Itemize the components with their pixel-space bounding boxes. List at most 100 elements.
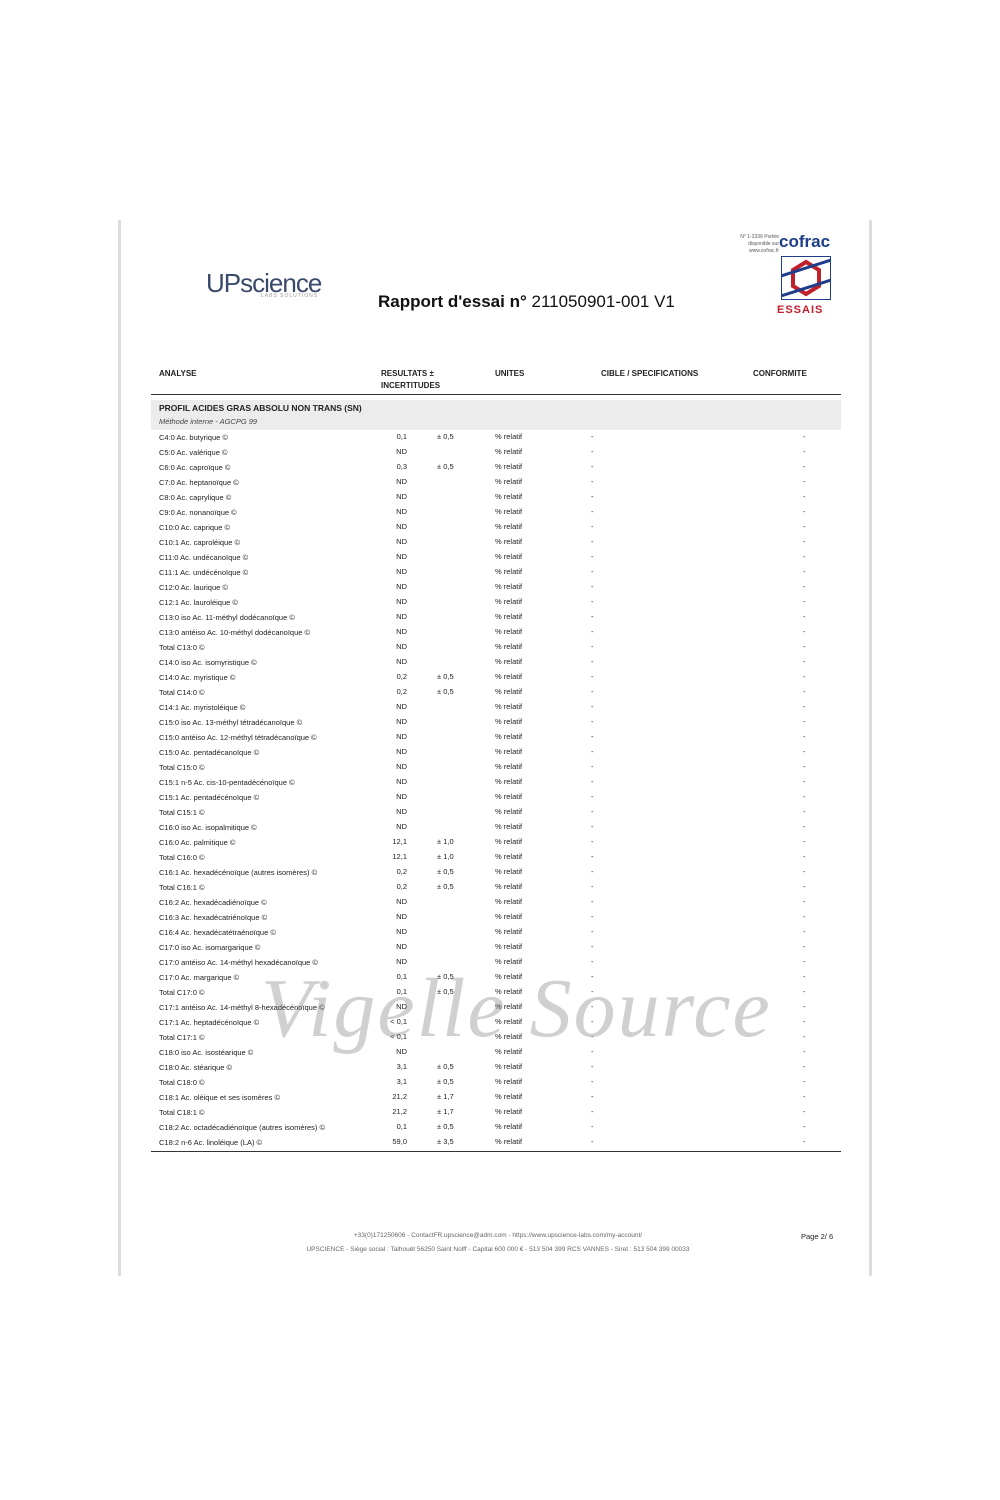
table-row: C5:0 Ac. valérique © ND % relatif - - xyxy=(151,446,841,461)
result: ND xyxy=(396,762,407,771)
result: ND xyxy=(396,912,407,921)
target: - xyxy=(591,447,594,456)
target: - xyxy=(591,552,594,561)
target: - xyxy=(591,1002,594,1011)
target: - xyxy=(591,1137,594,1146)
column-header: CONFORMITE xyxy=(753,369,807,378)
unit: % relatif xyxy=(495,792,523,801)
unit: % relatif xyxy=(495,507,523,516)
result: ND xyxy=(396,942,407,951)
uncertainty: ± 0,5 xyxy=(437,432,454,441)
analysis-name: C15:0 Ac. pentadécanoïque © xyxy=(159,748,260,757)
unit: % relatif xyxy=(495,537,523,546)
target: - xyxy=(591,507,594,516)
result: ND xyxy=(396,657,407,666)
result: < 0,1 xyxy=(390,1017,407,1026)
conformity: - xyxy=(803,777,806,786)
result: 0,2 xyxy=(396,672,407,681)
title-label: Rapport d'essai n° xyxy=(378,292,527,311)
analysis-name: C13:0 antéiso Ac. 10-méthyl dodécanoïque… xyxy=(159,628,311,637)
table-row: C17:0 Ac. margarique © 0,1 ± 0,5 % relatif -… xyxy=(151,971,841,986)
conformity: - xyxy=(803,702,806,711)
result: 3,1 xyxy=(396,1077,407,1086)
target: - xyxy=(591,957,594,966)
unit: % relatif xyxy=(495,927,523,936)
table-row: C10:0 Ac. caprique © ND % relatif - - xyxy=(151,521,841,536)
target: - xyxy=(591,672,594,681)
target: - xyxy=(591,612,594,621)
unit: % relatif xyxy=(495,762,523,771)
target: - xyxy=(591,1107,594,1116)
analysis-name: C15:1 Ac. pentadécénoïque © xyxy=(159,793,260,802)
analysis-name: Total C13:0 © xyxy=(159,643,205,652)
report-title: Rapport d'essai n° 211050901-001 V1 xyxy=(378,292,675,312)
target: - xyxy=(591,687,594,696)
result: ND xyxy=(396,492,407,501)
result: ND xyxy=(396,552,407,561)
unit: % relatif xyxy=(495,1137,523,1146)
target: - xyxy=(591,702,594,711)
uncertainty: ± 3,5 xyxy=(437,1137,454,1146)
uncertainty: ± 0,5 xyxy=(437,1122,454,1131)
unit: % relatif xyxy=(495,732,523,741)
target: - xyxy=(591,477,594,486)
table-row: C9:0 Ac. nonanoïque © ND % relatif - - xyxy=(151,506,841,521)
table-row: C4:0 Ac. butyrique © 0,1 ± 0,5 % relatif - - xyxy=(151,431,841,446)
target: - xyxy=(591,1122,594,1131)
conformity: - xyxy=(803,1002,806,1011)
analysis-name: Total C15:1 © xyxy=(159,808,205,817)
table-row: C15:0 antéiso Ac. 12-méthyl tétradécanoï… xyxy=(151,731,841,746)
target: - xyxy=(591,852,594,861)
unit: % relatif xyxy=(495,492,523,501)
result: ND xyxy=(396,612,407,621)
table-row: C10:1 Ac. caproléique © ND % relatif - - xyxy=(151,536,841,551)
table-row: Total C16:1 © 0,2 ± 0,5 % relatif - - xyxy=(151,881,841,896)
table-row: C17:1 antéiso Ac. 14-méthyl 8-hexadécéno… xyxy=(151,1001,841,1016)
table-row: C15:0 iso Ac. 13-méthyl tétradécanoïque … xyxy=(151,716,841,731)
result: ND xyxy=(396,777,407,786)
conformity: - xyxy=(803,627,806,636)
unit: % relatif xyxy=(495,462,523,471)
conformity: - xyxy=(803,537,806,546)
watermark: Vigelle Source xyxy=(261,962,772,1055)
result: < 0,1 xyxy=(390,1032,407,1041)
analysis-name: C17:0 iso Ac. isomargarique © xyxy=(159,943,261,952)
uncertainty: ± 0,5 xyxy=(437,867,454,876)
target: - xyxy=(591,492,594,501)
target: - xyxy=(591,927,594,936)
uncertainty: ± 0,5 xyxy=(437,987,454,996)
table-row: C7:0 Ac. heptanoïque © ND % relatif - - xyxy=(151,476,841,491)
result: ND xyxy=(396,447,407,456)
column-header: RESULTATS ± INCERTITUDES xyxy=(381,369,441,390)
result: ND xyxy=(396,537,407,546)
unit: % relatif xyxy=(495,597,523,606)
unit: % relatif xyxy=(495,972,523,981)
uncertainty: ± 1,7 xyxy=(437,1107,454,1116)
conformity: - xyxy=(803,582,806,591)
conformity: - xyxy=(803,432,806,441)
conformity: - xyxy=(803,462,806,471)
target: - xyxy=(591,732,594,741)
conformity: - xyxy=(803,612,806,621)
conformity: - xyxy=(803,552,806,561)
table-row: C16:3 Ac. hexadécatriénoïque © ND % relati… xyxy=(151,911,841,926)
unit: % relatif xyxy=(495,822,523,831)
result: ND xyxy=(396,1002,407,1011)
target: - xyxy=(591,822,594,831)
conformity: - xyxy=(803,1047,806,1056)
unit: % relatif xyxy=(495,942,523,951)
unit: % relatif xyxy=(495,837,523,846)
target: - xyxy=(591,582,594,591)
conformity: - xyxy=(803,1017,806,1026)
column-header: CIBLE / SPECIFICATIONS xyxy=(601,369,699,378)
conformity: - xyxy=(803,1077,806,1086)
column-header: ANALYSE xyxy=(159,369,197,378)
analysis-name: Total C17:0 © xyxy=(159,988,205,997)
unit: % relatif xyxy=(495,987,523,996)
cofrac-note: N° 1-2336 Portée disponible sur www.cofr… xyxy=(740,234,779,254)
result: 21,2 xyxy=(392,1107,407,1116)
conformity: - xyxy=(803,807,806,816)
conformity: - xyxy=(803,672,806,681)
unit: % relatif xyxy=(495,477,523,486)
result: 12,1 xyxy=(392,852,407,861)
